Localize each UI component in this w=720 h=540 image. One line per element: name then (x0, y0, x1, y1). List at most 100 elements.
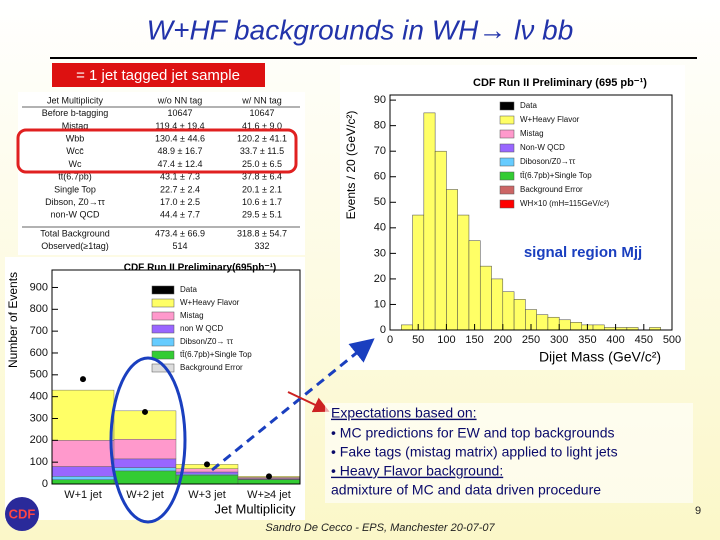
legend-label: Background Error (180, 363, 243, 372)
histogram-bar (491, 278, 504, 331)
annotation: signal region Mjj (524, 244, 642, 261)
table-cell: Single Top (54, 184, 96, 194)
page-number: 9 (695, 505, 701, 517)
legend-swatch (499, 199, 515, 209)
table-cell: 514 (172, 241, 187, 251)
x-tick-label: 250 (522, 334, 540, 346)
y-tick-label: 500 (30, 369, 48, 381)
chart-title: CDF Run II Preliminary (695 pb⁻¹) (473, 77, 647, 89)
legend-label: Diboson/Z0→ττ (520, 157, 576, 166)
x-tick-label: 450 (635, 334, 653, 346)
data-point (142, 408, 148, 415)
legend-label: Data (520, 101, 537, 110)
bar-segment (113, 410, 177, 440)
tag-text: = 1 jet tagged jet sample (76, 67, 240, 84)
legend-label: W+Heavy Flavor (520, 115, 580, 124)
chart-title: CDF Run II Preliminary(695pb⁻¹) (124, 263, 277, 274)
bar-segment (113, 458, 177, 468)
y-tick-label: 60 (374, 171, 386, 183)
table-cell: 25.0 ± 6.5 (242, 159, 282, 169)
legend-swatch (151, 324, 175, 334)
legend-swatch (499, 143, 515, 153)
y-tick-label: 100 (30, 456, 48, 468)
table-cell: 47.4 ± 12.4 (158, 159, 203, 169)
data-point (80, 376, 86, 383)
legend-swatch (151, 285, 175, 295)
histogram-bar (547, 316, 560, 331)
x-tick-label: 350 (578, 334, 596, 346)
data-point (204, 461, 210, 468)
y-tick-label: 70 (374, 145, 386, 157)
histogram-bar (592, 324, 605, 331)
table-cell: 17.0 ± 2.5 (160, 197, 200, 207)
y-tick-label: 0 (380, 324, 386, 336)
histogram-bar (457, 214, 470, 331)
highlight-box (16, 128, 298, 174)
histogram-bar (502, 291, 515, 331)
histogram-bar (468, 240, 481, 331)
table-cell: 29.5 ± 5.1 (242, 210, 282, 220)
arrow (287, 391, 330, 413)
x-tick-label: W+≥4 jet (247, 489, 291, 501)
table-cell: 473.4 ± 66.9 (155, 228, 205, 238)
table-cell: 332 (254, 241, 269, 251)
y-tick-label: 700 (30, 325, 48, 337)
bar-segment (51, 466, 115, 477)
table-cell: Observed(≥1tag) (41, 241, 108, 251)
bullet: • MC predictions for EW and top backgrou… (331, 425, 614, 441)
table-cell: 41.6 ± 9.0 (242, 121, 282, 131)
bar-segment (175, 475, 239, 485)
y-tick-label: 90 (374, 94, 386, 106)
bar-segment (237, 479, 301, 485)
jet-multiplicity-plot: CDF Run II Preliminary(695pb⁻¹) Number of… (6, 263, 301, 516)
bar-segment (51, 476, 115, 480)
x-tick-label: 100 (437, 334, 455, 346)
legend-label: W+Heavy Flavor (180, 298, 240, 307)
y-tick-label: 10 (374, 298, 386, 310)
y-tick-label: 20 (374, 273, 386, 285)
bar-segment (51, 389, 115, 441)
slide-title: W+HF backgrounds in WH→ lν bb (147, 14, 574, 45)
bar-segment (113, 439, 177, 460)
table-cell: Before b-tagging (42, 108, 109, 118)
table-cell: 10647 (167, 108, 192, 118)
x-tick-label: W+2 jet (126, 489, 164, 501)
histogram-bar (434, 150, 447, 331)
table-cell: 33.7 ± 11.5 (240, 146, 284, 156)
legend-swatch (499, 101, 515, 111)
table-cell: Mistag (62, 121, 89, 131)
table-cell: Wc (69, 159, 82, 169)
data-point (266, 473, 272, 480)
legend-swatch (151, 298, 175, 308)
y-axis-label: Events / 20 (GeV/c²) (344, 111, 358, 220)
histogram-bar (412, 214, 425, 331)
legend-swatch (151, 350, 175, 360)
legend-label: non W QCD (180, 324, 223, 333)
bar-segment (113, 470, 177, 485)
x-tick-label: 300 (550, 334, 568, 346)
legend-label: Dibson/Z0→ ττ (180, 337, 234, 346)
histogram-bar (558, 319, 571, 331)
table-cell: 48.9 ± 16.7 (158, 146, 203, 156)
y-axis-label: Number of Events (6, 272, 20, 368)
table-cell: 44.4 ± 7.7 (160, 210, 200, 220)
x-tick-label: W+3 jet (188, 489, 226, 501)
y-tick-label: 400 (30, 391, 48, 403)
table-cell: 22.7 ± 2.4 (160, 184, 200, 194)
x-tick-label: 400 (606, 334, 624, 346)
legend-label: WH×10 (mH=115GeV/c²) (520, 199, 610, 208)
dijet-plot: CDF Run II Preliminary (695 pb⁻¹) Events … (344, 77, 681, 365)
table-cell: 130.4 ± 44.6 (155, 133, 205, 143)
table-cell: 119.4 ± 19.4 (155, 121, 204, 131)
table-cell: non-W QCD (50, 210, 100, 220)
x-axis-label: Dijet Mass (GeV/c²) (539, 349, 661, 365)
bar-segment (113, 467, 177, 472)
x-tick-label: 0 (387, 334, 393, 346)
logo (5, 497, 39, 531)
legend-swatch (151, 311, 175, 321)
table-cell: 318.8 ± 54.7 (237, 228, 287, 238)
y-tick-label: 600 (30, 347, 48, 359)
arrow (211, 338, 375, 472)
logo-mark: CDF (9, 506, 36, 521)
legend-swatch (151, 337, 175, 347)
